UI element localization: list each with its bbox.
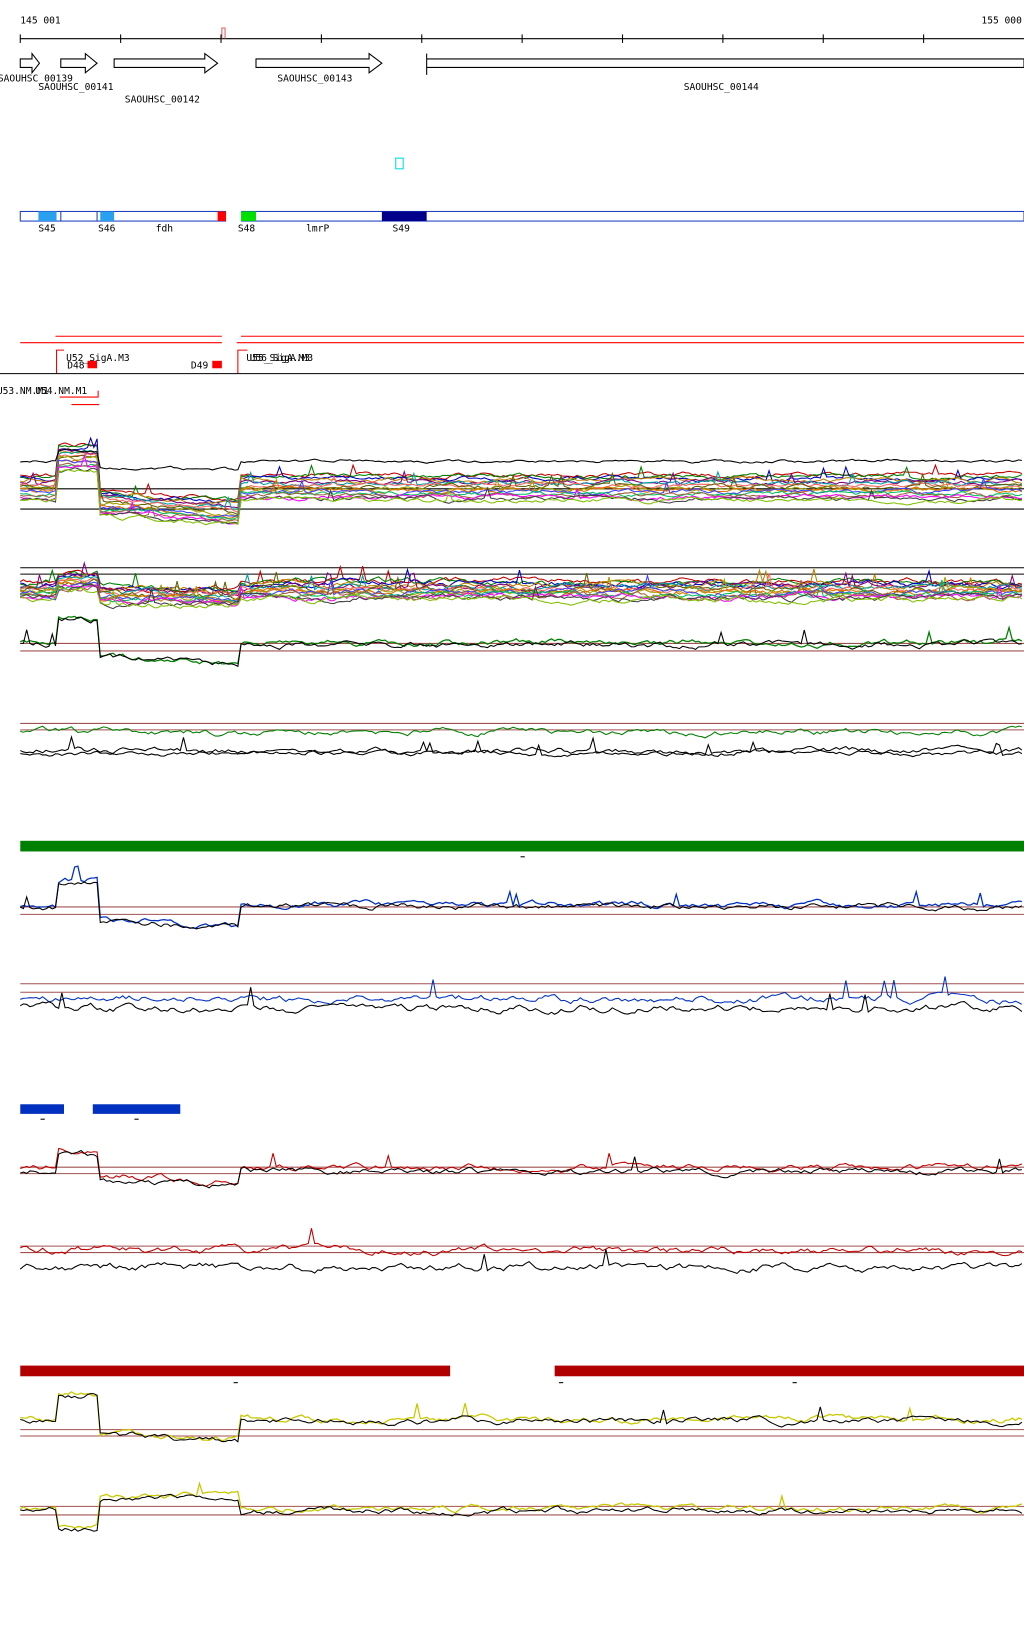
profile-line [20, 442, 1023, 502]
profile-line [20, 560, 1023, 597]
profile-line [20, 443, 1023, 502]
terminator-label: D49 [191, 360, 209, 371]
profile-line [20, 459, 1023, 519]
profile-line [20, 448, 1022, 471]
ruler-ticks [19, 34, 925, 43]
promoter-arrow [59, 390, 99, 398]
terminator-label: D48 [67, 360, 85, 371]
ruler-start: 145 001 [20, 16, 61, 27]
profile-line [20, 577, 1023, 603]
gene-arrow [255, 52, 383, 74]
ruler-end: 155 000 [981, 16, 1022, 27]
segment-label: S49 [393, 224, 411, 235]
terminator [87, 360, 98, 369]
segment-label: S46 [98, 224, 116, 235]
gene-arrow [113, 52, 219, 74]
profile-line [20, 739, 1023, 758]
promoter-arrow [56, 349, 64, 374]
gene-arrow [60, 52, 98, 74]
profile-line [20, 587, 1023, 609]
gene-label: SAOUHSC_00141 [38, 82, 113, 93]
genes [19, 52, 1024, 75]
profile-line [20, 436, 1022, 504]
profile-line [20, 987, 1023, 1015]
profile-line [20, 725, 1022, 739]
profile-line [20, 579, 1022, 604]
promoters [20, 335, 1024, 406]
profile-line [20, 463, 1023, 520]
condition-bar [20, 1365, 451, 1377]
terminator [212, 360, 222, 369]
profile-line [20, 453, 1022, 525]
profile-line [20, 579, 1023, 607]
segment-gap [226, 210, 242, 223]
promoter-label: U54.NM.M1 [35, 386, 87, 397]
ruler-marker [221, 27, 226, 39]
promoter-label: U53.NM.M1 [0, 386, 49, 397]
gene-label: SAOUHSC_00142 [125, 95, 200, 106]
profile-line [20, 615, 1023, 665]
profile-line [20, 453, 1023, 514]
promoter-label: U56_SigA.M3 [250, 353, 314, 364]
condition-bar [554, 1365, 1024, 1377]
segment [38, 211, 57, 222]
segment [241, 211, 256, 222]
segments [19, 210, 1024, 223]
condition-bar [20, 840, 1024, 852]
gene-label: SAOUHSC_00143 [277, 73, 352, 84]
segment-bar [19, 210, 1024, 222]
segment-label: lmrP [306, 224, 329, 235]
profile-line [20, 469, 1022, 526]
profile-line [20, 881, 1023, 930]
condition-bar [20, 1104, 64, 1114]
gene-label: SAOUHSC_00139 [0, 73, 73, 84]
profile-line [20, 1228, 1022, 1257]
profile-line [19, 1249, 1023, 1275]
promoter-label: U52_SigA.M3 [66, 353, 130, 364]
profile-line [20, 576, 1023, 602]
profile-line [20, 616, 1022, 668]
marker [395, 157, 404, 170]
profile-line [20, 865, 1022, 929]
gene-label: SAOUHSC_00144 [684, 82, 759, 93]
segment-label: S48 [238, 224, 256, 235]
profile-line [20, 1149, 1022, 1189]
profile-line [20, 734, 1023, 757]
profile-line [20, 467, 1022, 525]
gene-box [426, 53, 1024, 75]
segment-label: S45 [38, 224, 55, 235]
profile-line [20, 1493, 1023, 1532]
segment [381, 211, 427, 222]
profile-line [20, 1391, 1023, 1442]
segment-label: fdh [156, 224, 173, 235]
profile-line [20, 976, 1023, 1005]
promoter-arrow [237, 349, 248, 374]
promoter-label: U55_SigA.M3 [246, 353, 310, 364]
profile-line [20, 449, 1023, 510]
profile-line [20, 583, 1022, 610]
condition-bar [92, 1104, 181, 1114]
profile-line [20, 568, 1023, 594]
gene-arrow [19, 52, 41, 75]
segment [217, 211, 227, 222]
profiles [19, 436, 1024, 1532]
profile-line [20, 1393, 1023, 1443]
segment [100, 211, 115, 222]
